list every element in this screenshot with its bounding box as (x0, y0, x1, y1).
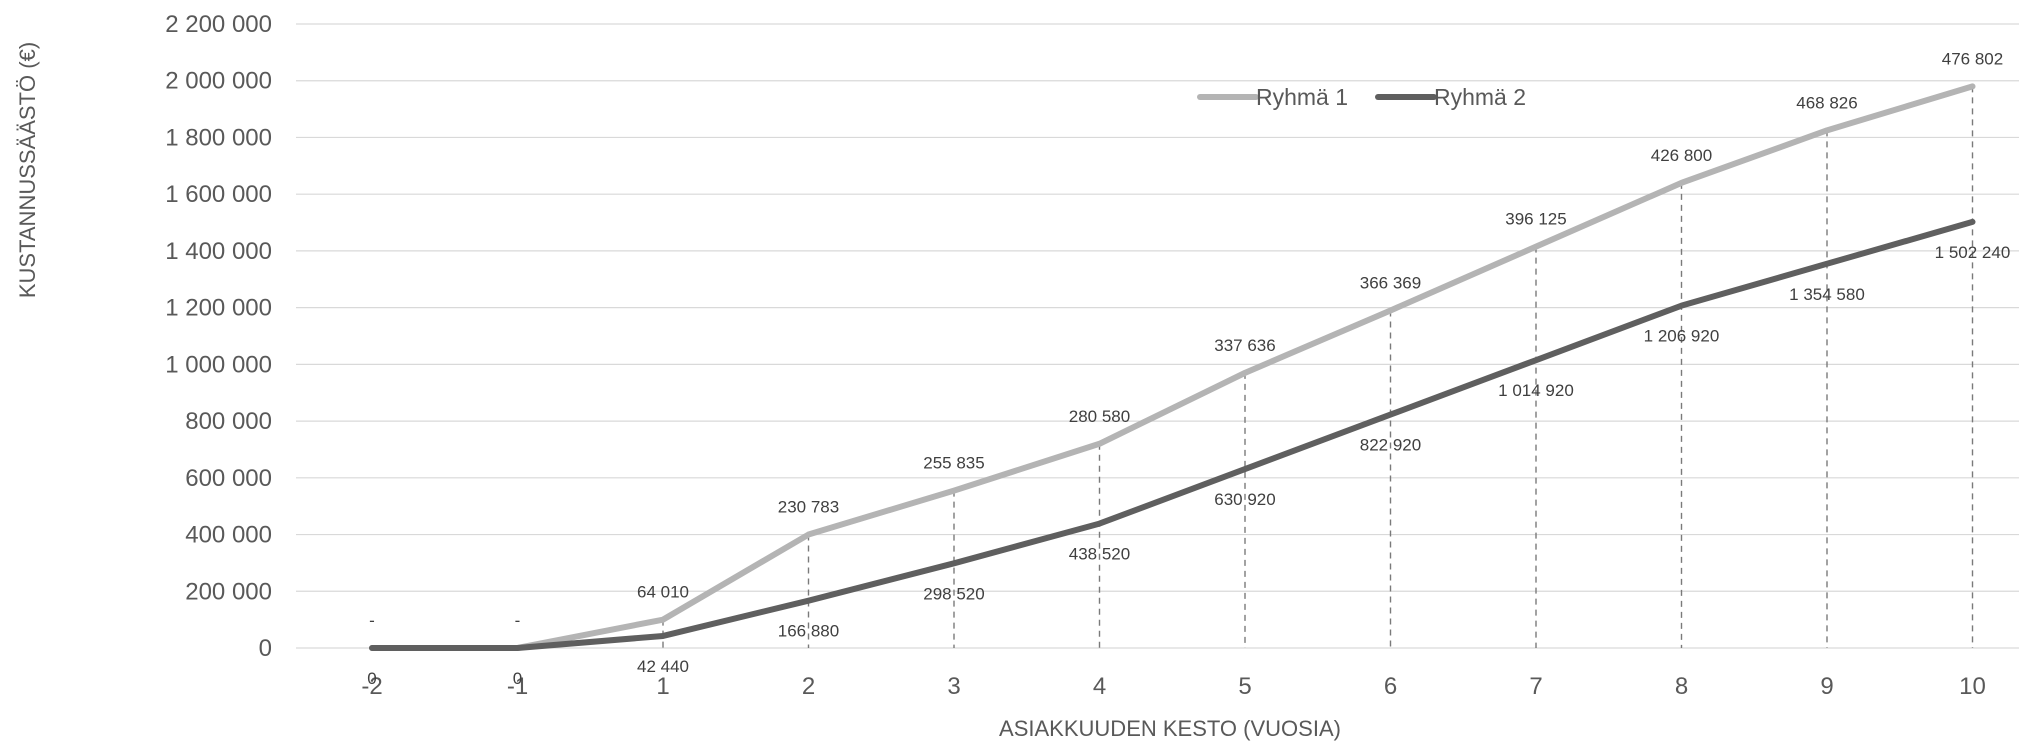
y-tick-label: 1 400 000 (165, 238, 272, 265)
data-label: 396 125 (1505, 210, 1566, 229)
x-tick-label: 1 (656, 673, 669, 700)
x-tick-labels: -2 -1 1 2 3 4 5 6 7 8 9 10 (361, 673, 1986, 700)
data-label: 822 920 (1360, 436, 1421, 455)
x-tick-label: -2 (361, 673, 382, 700)
data-label: 1 206 920 (1644, 327, 1720, 346)
x-tick-label: 9 (1820, 673, 1833, 700)
x-tick-label: 7 (1529, 673, 1542, 700)
x-tick-label: 3 (947, 673, 960, 700)
series-lines (369, 83, 1976, 651)
data-label: 42 440 (637, 657, 689, 676)
y-tick-labels: 0 200 000 400 000 600 000 800 000 1 000 000 1 … (165, 11, 272, 662)
x-tick-label: 10 (1959, 673, 1986, 700)
x-axis-title: ASIAKKUUDEN KESTO (VUOSIA) (999, 716, 1341, 741)
y-tick-label: 600 000 (185, 465, 272, 492)
y-tick-label: 1 800 000 (165, 124, 272, 151)
series-line (369, 83, 1976, 651)
legend-label: Ryhmä 2 (1434, 84, 1526, 110)
data-label: 468 826 (1796, 93, 1857, 112)
data-label: 337 636 (1214, 336, 1275, 355)
x-tick-label: 4 (1093, 673, 1106, 700)
data-label: 64 010 (637, 583, 689, 602)
y-tick-label: 1 600 000 (165, 181, 272, 208)
x-tick-label: 6 (1384, 673, 1397, 700)
data-label: 255 835 (923, 454, 984, 473)
x-tick-label: 5 (1238, 673, 1251, 700)
y-tick-label: 800 000 (185, 408, 272, 435)
data-label: 438 520 (1069, 545, 1130, 564)
data-label: 280 580 (1069, 407, 1130, 426)
y-tick-label: 2 200 000 (165, 11, 272, 38)
y-tick-label: 2 000 000 (165, 68, 272, 95)
y-tick-label: 400 000 (185, 522, 272, 549)
data-label: 366 369 (1360, 273, 1421, 292)
data-label: 1 502 240 (1935, 243, 2011, 262)
x-tick-label: 8 (1675, 673, 1688, 700)
gridlines (296, 23, 2019, 649)
data-labels: - - 64 010 230 783 255 835 280 580 337 636 366 … (367, 49, 2010, 688)
data-label: 166 880 (778, 622, 839, 641)
y-tick-label: 200 000 (185, 578, 272, 605)
data-label: 476 802 (1942, 49, 2003, 68)
y-tick-label: 1 000 000 (165, 351, 272, 378)
x-tick-label: 2 (802, 673, 815, 700)
data-label: 0 (367, 669, 376, 688)
data-label: 1 014 920 (1498, 381, 1574, 400)
data-label: 298 520 (923, 584, 984, 603)
y-tick-label: 0 (259, 635, 272, 662)
data-label: - (369, 611, 375, 630)
y-tick-label: 1 200 000 (165, 295, 272, 322)
data-label: 0 (513, 669, 522, 688)
data-label: 230 783 (778, 498, 839, 517)
data-label: - (515, 611, 521, 630)
data-label: 1 354 580 (1789, 285, 1865, 304)
series-line (369, 218, 1976, 651)
data-label: 426 800 (1651, 146, 1712, 165)
x-tick-label: -1 (507, 673, 528, 700)
y-axis-title: KUSTANNUSSÄÄSTÖ (€) (15, 42, 40, 298)
legend: Ryhmä 1 Ryhmä 2 (1197, 84, 1526, 110)
legend-label: Ryhmä 1 (1256, 84, 1348, 110)
drop-lines (662, 86, 1974, 648)
data-label: 630 920 (1214, 490, 1275, 509)
